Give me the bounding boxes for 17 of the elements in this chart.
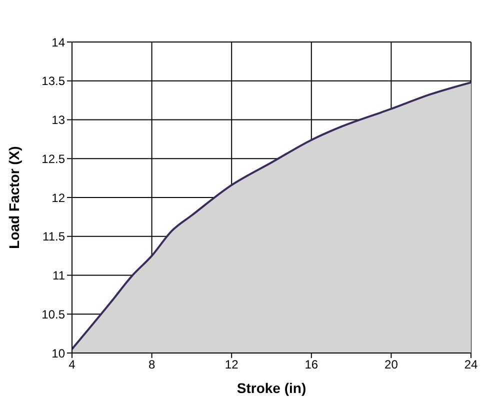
y-tick-label: 13.5: [42, 74, 66, 88]
x-tick-label: 20: [384, 358, 398, 372]
x-tick-label: 12: [224, 358, 239, 372]
y-tick-label: 11: [52, 268, 66, 283]
y-tick-label: 10.5: [42, 307, 66, 322]
x-axis-title: Stroke (in): [236, 380, 306, 396]
y-tick-label: 14: [52, 35, 66, 50]
y-tick-label: 12: [52, 190, 66, 205]
x-tick-label: 24: [464, 358, 478, 372]
y-tick-label: 12.5: [42, 152, 66, 166]
x-tick-label: 4: [68, 358, 76, 372]
x-tick-label: 8: [148, 358, 156, 372]
y-axis-title: Load Factor (X): [6, 146, 22, 249]
y-tick-label: 13: [52, 113, 66, 128]
y-tick-label: 10: [52, 346, 66, 360]
y-tick-label: 11.5: [42, 230, 66, 244]
x-tick-label: 16: [304, 358, 318, 372]
